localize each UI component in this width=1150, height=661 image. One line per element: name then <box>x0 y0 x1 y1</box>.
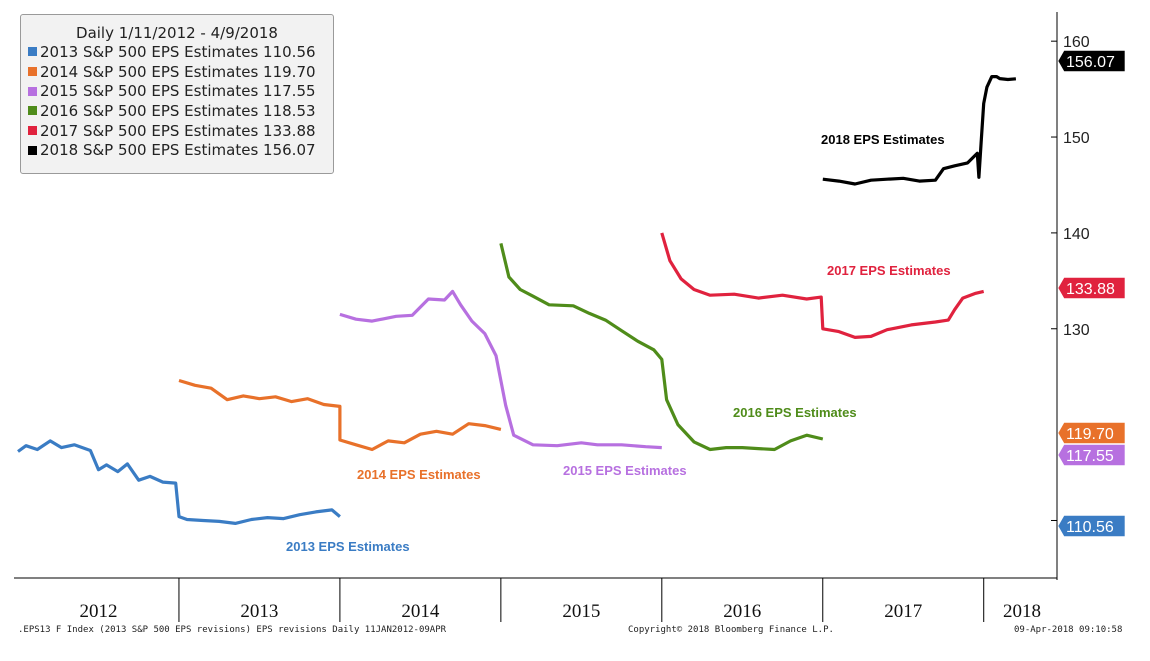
legend-last-value: 118.53 <box>263 101 316 120</box>
value-tag-eps2015 <box>1057 444 1126 466</box>
value-tag-label-eps2017: 133.88 <box>1066 281 1115 298</box>
legend-rows: 2013 S&P 500 EPS Estimates 110.56 2014 S&… <box>21 42 333 160</box>
x-tick-label: 2014 <box>401 601 440 622</box>
series-line-eps2018 <box>822 74 1017 186</box>
footer-source: .EPS13 F Index (2013 S&P 500 EPS revisio… <box>18 625 447 635</box>
y-tick-label: 130 <box>1063 322 1090 339</box>
legend-last-value: 117.55 <box>263 82 316 101</box>
legend-swatch <box>28 126 37 136</box>
legend-item-eps2015: 2015 S&P 500 EPS Estimates 117.55 <box>21 81 333 101</box>
x-tick-label: 2012 <box>79 601 117 622</box>
legend-title: Daily 1/11/2012 - 4/9/2018 <box>76 24 278 42</box>
legend-swatch <box>28 67 37 77</box>
legend-swatch <box>28 86 37 96</box>
series-annotation-eps2014: 2014 EPS Estimates <box>357 467 481 482</box>
legend-series-name: 2018 S&P 500 EPS Estimates <box>40 141 259 160</box>
series-annotation-eps2017: 2017 EPS Estimates <box>827 263 951 278</box>
legend-swatch <box>28 47 37 57</box>
series-line-eps2016 <box>499 243 824 452</box>
legend-series-name: 2014 S&P 500 EPS Estimates <box>40 62 259 81</box>
legend-swatch <box>28 145 37 155</box>
series-annotation-eps2013: 2013 EPS Estimates <box>286 539 410 554</box>
legend-last-value: 133.88 <box>263 121 316 140</box>
value-tag-label-eps2014: 119.70 <box>1066 426 1114 443</box>
legend-series-name: 2017 S&P 500 EPS Estimates <box>40 121 259 140</box>
series-line-eps2013 <box>17 439 341 526</box>
footer-timestamp: 09-Apr-2018 09:10:58 <box>1014 625 1123 635</box>
x-tick-label: 2015 <box>562 601 600 622</box>
value-tag-eps2018 <box>1057 50 1126 72</box>
labels-layer: 2013 EPS Estimates 2014 EPS Estimates 2015… <box>286 50 1126 554</box>
legend-swatch <box>28 106 37 116</box>
footer-copyright: Copyright© 2018 Bloomberg Finance L.P. <box>628 625 834 635</box>
legend-item-eps2014: 2014 S&P 500 EPS Estimates 119.70 <box>21 62 333 82</box>
legend-last-value: 156.07 <box>263 141 316 160</box>
legend-last-value: 119.70 <box>263 62 316 81</box>
x-tick-label: 2017 <box>884 601 922 622</box>
value-tag-label-eps2013: 110.56 <box>1066 519 1114 536</box>
legend-last-value: 110.56 <box>263 42 316 61</box>
x-tick-label: 2016 <box>723 601 761 622</box>
legend-item-eps2013: 2013 S&P 500 EPS Estimates 110.56 <box>21 42 333 62</box>
series-annotation-eps2016: 2016 EPS Estimates <box>733 405 857 420</box>
x-tick-label: 2018 <box>1003 601 1041 622</box>
series-annotation-eps2018: 2018 EPS Estimates <box>821 132 945 147</box>
value-tag-eps2017 <box>1057 277 1126 299</box>
series-annotation-eps2015: 2015 EPS Estimates <box>563 463 687 478</box>
value-tag-eps2014 <box>1057 422 1126 444</box>
legend-item-eps2018: 2018 S&P 500 EPS Estimates 156.07 <box>21 140 333 160</box>
value-tag-eps2013 <box>1057 515 1126 537</box>
x-tick-label: 2013 <box>240 601 278 622</box>
value-tag-label-eps2015: 117.55 <box>1066 448 1114 465</box>
value-tag-label-eps2018: 156.07 <box>1066 54 1115 71</box>
series-line-eps2015 <box>339 289 662 450</box>
legend: Daily 1/11/2012 - 4/9/2018 2013 S&P 500 … <box>20 14 334 174</box>
series-line-eps2017 <box>660 232 985 339</box>
y-tick-label: 160 <box>1063 34 1090 51</box>
y-tick-label: 140 <box>1063 226 1090 243</box>
series-line-eps2014 <box>178 378 502 452</box>
series-layer <box>17 74 1017 526</box>
y-tick-label: 150 <box>1063 130 1090 147</box>
legend-item-eps2016: 2016 S&P 500 EPS Estimates 118.53 <box>21 101 333 121</box>
legend-series-name: 2016 S&P 500 EPS Estimates <box>40 101 259 120</box>
legend-series-name: 2013 S&P 500 EPS Estimates <box>40 42 259 61</box>
legend-item-eps2017: 2017 S&P 500 EPS Estimates 133.88 <box>21 121 333 141</box>
legend-series-name: 2015 S&P 500 EPS Estimates <box>40 82 259 101</box>
